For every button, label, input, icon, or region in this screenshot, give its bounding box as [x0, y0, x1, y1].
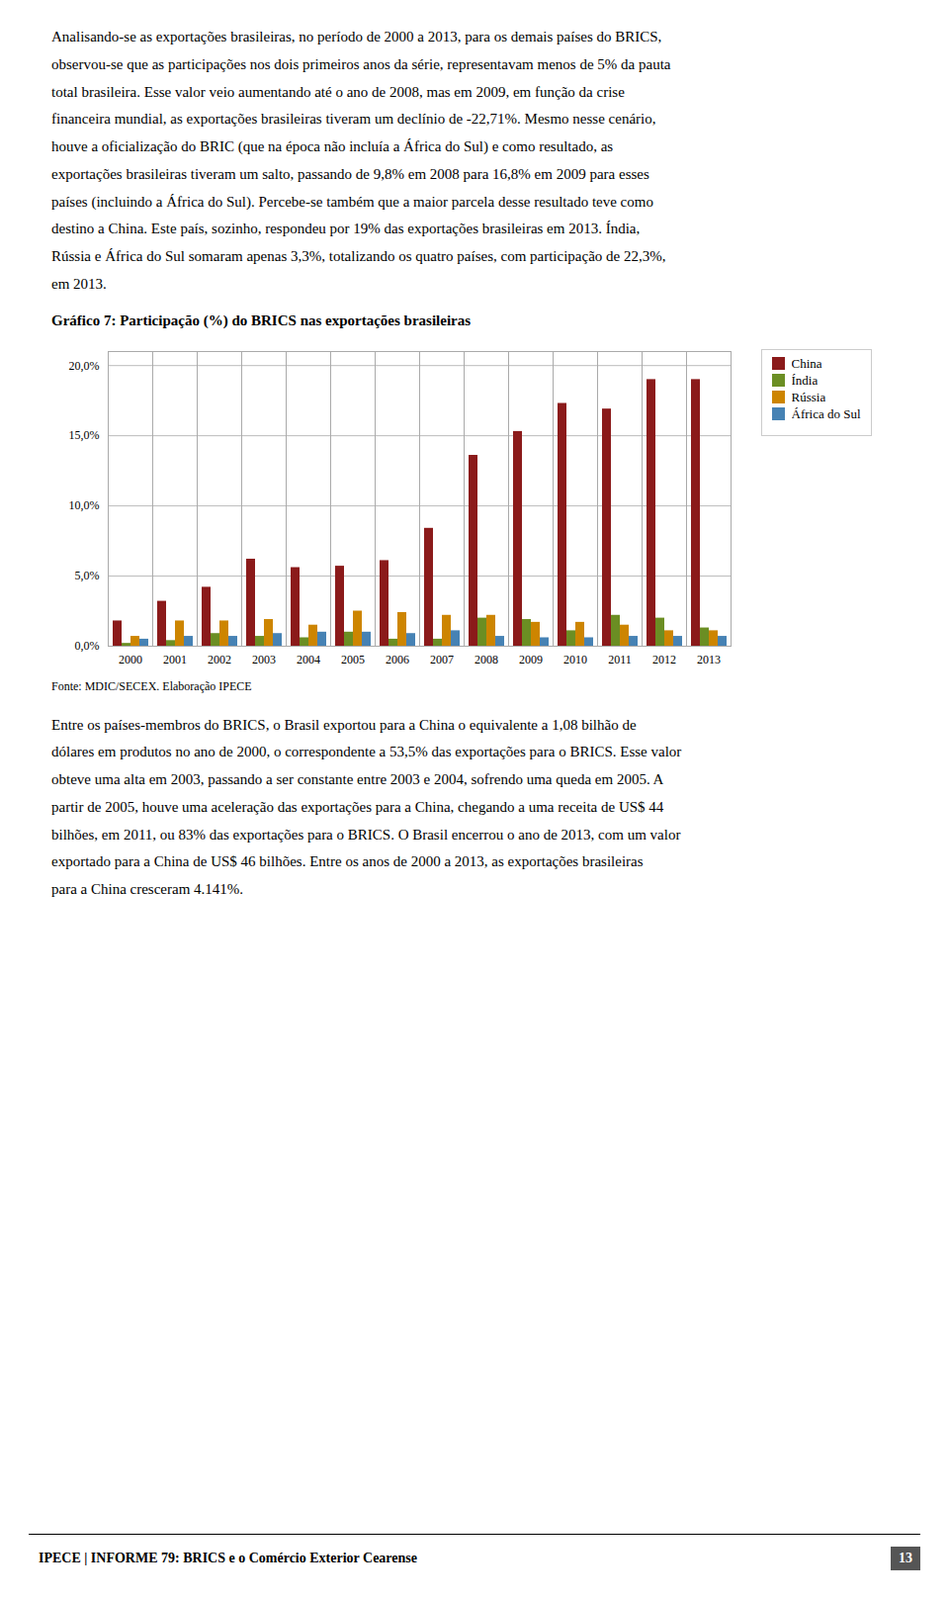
- html-text:Fonte: MDIC/SECEX. Elaboração: Fonte: MDIC/SECEX. Elaboração IPECE: [51, 678, 252, 693]
- svg-text:15,0%: 15,0%: [69, 428, 100, 442]
- html-text:Gráfico 7: Participação (%) do: Gráfico 7: Participação (%) do BRICS nas…: [51, 311, 471, 328]
- html-text:Analisando-se as exportações b: Analisando-se as exportações brasileiras…: [51, 28, 671, 292]
- svg-text:2001: 2001: [163, 652, 187, 667]
- html-text:IPECE | INFORME 79: BRICS e o: IPECE | INFORME 79: BRICS e o Comércio E…: [38, 1550, 418, 1565]
- html-text:Rússia: Rússia: [791, 388, 826, 404]
- svg-text:2013: 2013: [696, 652, 721, 667]
- svg-text:2006: 2006: [385, 652, 410, 667]
- html-text:Índia: Índia: [791, 372, 818, 388]
- svg-text:10,0%: 10,0%: [69, 498, 100, 513]
- svg-text:2005: 2005: [341, 652, 365, 667]
- svg-text:2008: 2008: [474, 652, 499, 667]
- svg-text:2011: 2011: [607, 652, 632, 667]
- svg-text:0,0%: 0,0%: [75, 638, 100, 653]
- svg-text:2004: 2004: [296, 652, 321, 667]
- svg-text:2002: 2002: [207, 652, 232, 667]
- html-text:Entre os países-membros do BRI: Entre os países-membros do BRICS, o Bras…: [51, 716, 682, 897]
- html-text:13: 13: [898, 1550, 913, 1565]
- svg-text:2000: 2000: [118, 652, 143, 667]
- svg-text:5,0%: 5,0%: [75, 568, 100, 583]
- svg-text:20,0%: 20,0%: [69, 357, 100, 372]
- svg-text:2012: 2012: [652, 652, 677, 667]
- svg-text:2007: 2007: [430, 652, 454, 667]
- html-text:China: China: [791, 355, 823, 371]
- html-text:África do Sul: África do Sul: [791, 405, 861, 421]
- svg-text:2009: 2009: [518, 652, 543, 667]
- svg-text:2010: 2010: [563, 652, 588, 667]
- svg-text:2003: 2003: [252, 652, 276, 667]
